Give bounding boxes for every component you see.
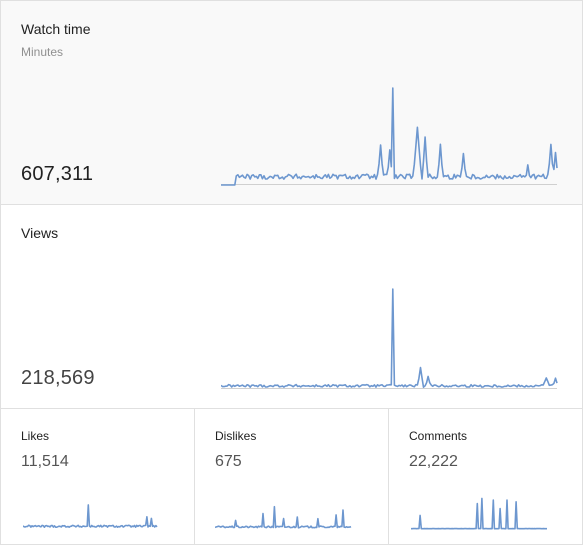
views-line — [221, 288, 558, 388]
watch-time-line — [221, 87, 558, 186]
watch-time-card[interactable]: Watch time Minutes 607,311 — [1, 1, 582, 205]
comments-sparkline — [411, 497, 547, 530]
dislikes-card[interactable]: Dislikes 675 — [195, 409, 389, 545]
watch-time-sparkline — [221, 87, 558, 186]
views-card[interactable]: Views 218,569 — [1, 205, 582, 409]
comments-value: 22,222 — [409, 453, 458, 470]
comments-title: Comments — [409, 429, 468, 443]
likes-sparkline — [23, 504, 158, 528]
likes-card[interactable]: Likes 11,514 — [1, 409, 195, 545]
dislikes-line — [215, 505, 352, 529]
engagement-row: Likes 11,514 Dislikes 675 Comments 22,22… — [1, 409, 582, 545]
dislikes-value: 675 — [215, 453, 242, 470]
dislikes-title: Dislikes — [215, 429, 257, 443]
watch-time-unit: Minutes — [21, 45, 64, 59]
watch-time-value: 607,311 — [21, 163, 94, 185]
watch-time-title: Watch time — [21, 21, 91, 37]
likes-line — [23, 504, 158, 528]
likes-title: Likes — [21, 429, 50, 443]
likes-value: 11,514 — [21, 453, 69, 470]
dislikes-sparkline — [215, 505, 352, 529]
comments-line — [411, 497, 547, 530]
views-value: 218,569 — [21, 367, 95, 389]
comments-card[interactable]: Comments 22,222 — [389, 409, 582, 545]
views-title: Views — [21, 225, 59, 241]
views-sparkline — [221, 288, 558, 389]
